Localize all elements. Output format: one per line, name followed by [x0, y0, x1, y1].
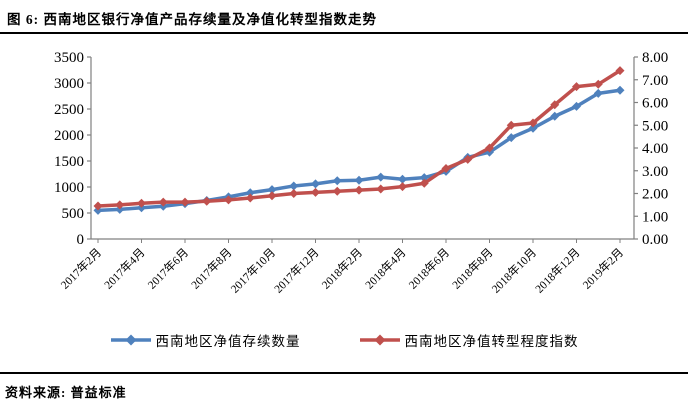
x-axis-tick-label: 2017年12月	[271, 245, 322, 296]
series-1-marker	[180, 197, 190, 207]
series-1-marker	[550, 100, 560, 110]
series-1-marker	[115, 200, 125, 210]
series-1-marker	[441, 163, 451, 173]
right-axis-tick-label: 3.00	[642, 164, 668, 180]
series-0-marker	[376, 172, 386, 182]
series-1-marker	[158, 197, 168, 207]
series-1-marker	[593, 79, 603, 89]
legend-marker-blue-icon	[110, 334, 151, 346]
left-axis-tick-label: 2500	[54, 102, 84, 118]
source-bar: 资料来源: 普益标准	[0, 372, 688, 401]
title-bar: 图 6: 西南地区银行净值产品存续量及净值化转型指数走势	[0, 0, 688, 34]
series-1-marker	[615, 66, 625, 76]
series-1-marker	[289, 189, 299, 198]
series-1-marker	[572, 82, 581, 92]
series-1-marker	[354, 185, 364, 195]
series-1-marker	[245, 193, 255, 203]
series-1-marker	[202, 196, 212, 206]
series-0-marker	[267, 185, 277, 195]
right-axis-tick-label: 4.00	[642, 141, 668, 157]
series-0-marker	[354, 175, 364, 185]
left-axis-tick-label: 3000	[54, 76, 84, 92]
right-axis-tick-label: 8.00	[642, 50, 668, 66]
x-axis-tick-label: 2018年6月	[406, 245, 452, 291]
series-1-marker	[376, 184, 386, 194]
chart-title: 图 6: 西南地区银行净值产品存续量及净值化转型指数走势	[7, 12, 377, 27]
series-1-marker	[224, 195, 233, 205]
left-axis-tick-label: 0	[77, 232, 85, 248]
series-0-marker	[311, 179, 320, 189]
x-axis-tick-label: 2017年2月	[58, 245, 104, 291]
legend-label: 西南地区净值转型程度指数	[404, 334, 579, 349]
series-0-marker	[528, 123, 538, 133]
chart-legend: 西南地区净值存续数量 西南地区净值转型程度指数	[0, 330, 688, 350]
series-0-marker	[245, 188, 255, 198]
right-axis-tick-label: 0.00	[642, 232, 668, 248]
x-axis-tick-label: 2017年6月	[145, 245, 191, 291]
source-text: 资料来源: 普益标准	[5, 385, 127, 400]
x-axis-tick-label: 2018年4月	[362, 245, 408, 291]
series-0-marker	[572, 101, 581, 111]
right-axis-tick-label: 1.00	[642, 209, 668, 225]
x-axis-tick-label: 2019年2月	[580, 245, 626, 291]
line-chart: 0 500 1000 1500 2000 2500 3000 3500 0.00 1.00 2.00…	[54, 50, 668, 296]
series-0-marker	[137, 203, 146, 213]
right-axis-tick-label: 7.00	[642, 73, 668, 89]
x-axis-tick-label: 2017年8月	[188, 245, 234, 291]
left-axis-tick-label: 500	[62, 206, 85, 222]
series-0-marker	[550, 111, 560, 121]
x-axis-tick-label: 2018年10月	[489, 245, 540, 296]
series-1-marker	[506, 120, 516, 130]
series-1-marker	[463, 154, 473, 164]
series-0-marker	[289, 181, 299, 191]
series-1-marker	[332, 186, 342, 196]
legend-marker-red-icon	[359, 334, 400, 346]
legend-item-existing-volume: 西南地区净值存续数量	[110, 330, 301, 350]
left-axis-tick-label: 1500	[54, 154, 84, 170]
series-1-marker	[311, 187, 320, 197]
series-1-marker	[267, 191, 277, 201]
right-axis-tick-label: 2.00	[642, 187, 668, 203]
series-1-marker	[137, 198, 146, 208]
legend-label: 西南地区净值存续数量	[155, 334, 301, 349]
legend-item-transformation-index: 西南地区净值转型程度指数	[359, 330, 579, 350]
series-0-marker	[506, 133, 516, 143]
left-axis-tick-label: 3500	[54, 50, 84, 66]
x-axis-tick-label: 2017年4月	[101, 245, 147, 291]
series-1-marker	[419, 178, 429, 188]
x-axis-tick-label: 2018年2月	[319, 245, 365, 291]
series-1-marker	[93, 201, 103, 211]
series-0-marker	[398, 174, 407, 184]
series-0-marker	[615, 85, 625, 95]
left-axis-tick-label: 1000	[54, 180, 84, 196]
x-axis-tick-label: 2018年8月	[449, 245, 495, 291]
x-axis-tick-label: 2017年10月	[228, 245, 279, 296]
x-axis-tick-label: 2018年12月	[532, 245, 583, 296]
series-0-marker	[593, 88, 603, 98]
series-1-marker	[528, 118, 538, 128]
right-axis-tick-label: 6.00	[642, 96, 668, 112]
series-0-marker	[332, 176, 342, 186]
series-1-marker	[485, 143, 494, 153]
left-axis-tick-label: 2000	[54, 128, 84, 144]
series-1-marker	[398, 182, 407, 192]
right-axis-tick-label: 5.00	[642, 118, 668, 134]
